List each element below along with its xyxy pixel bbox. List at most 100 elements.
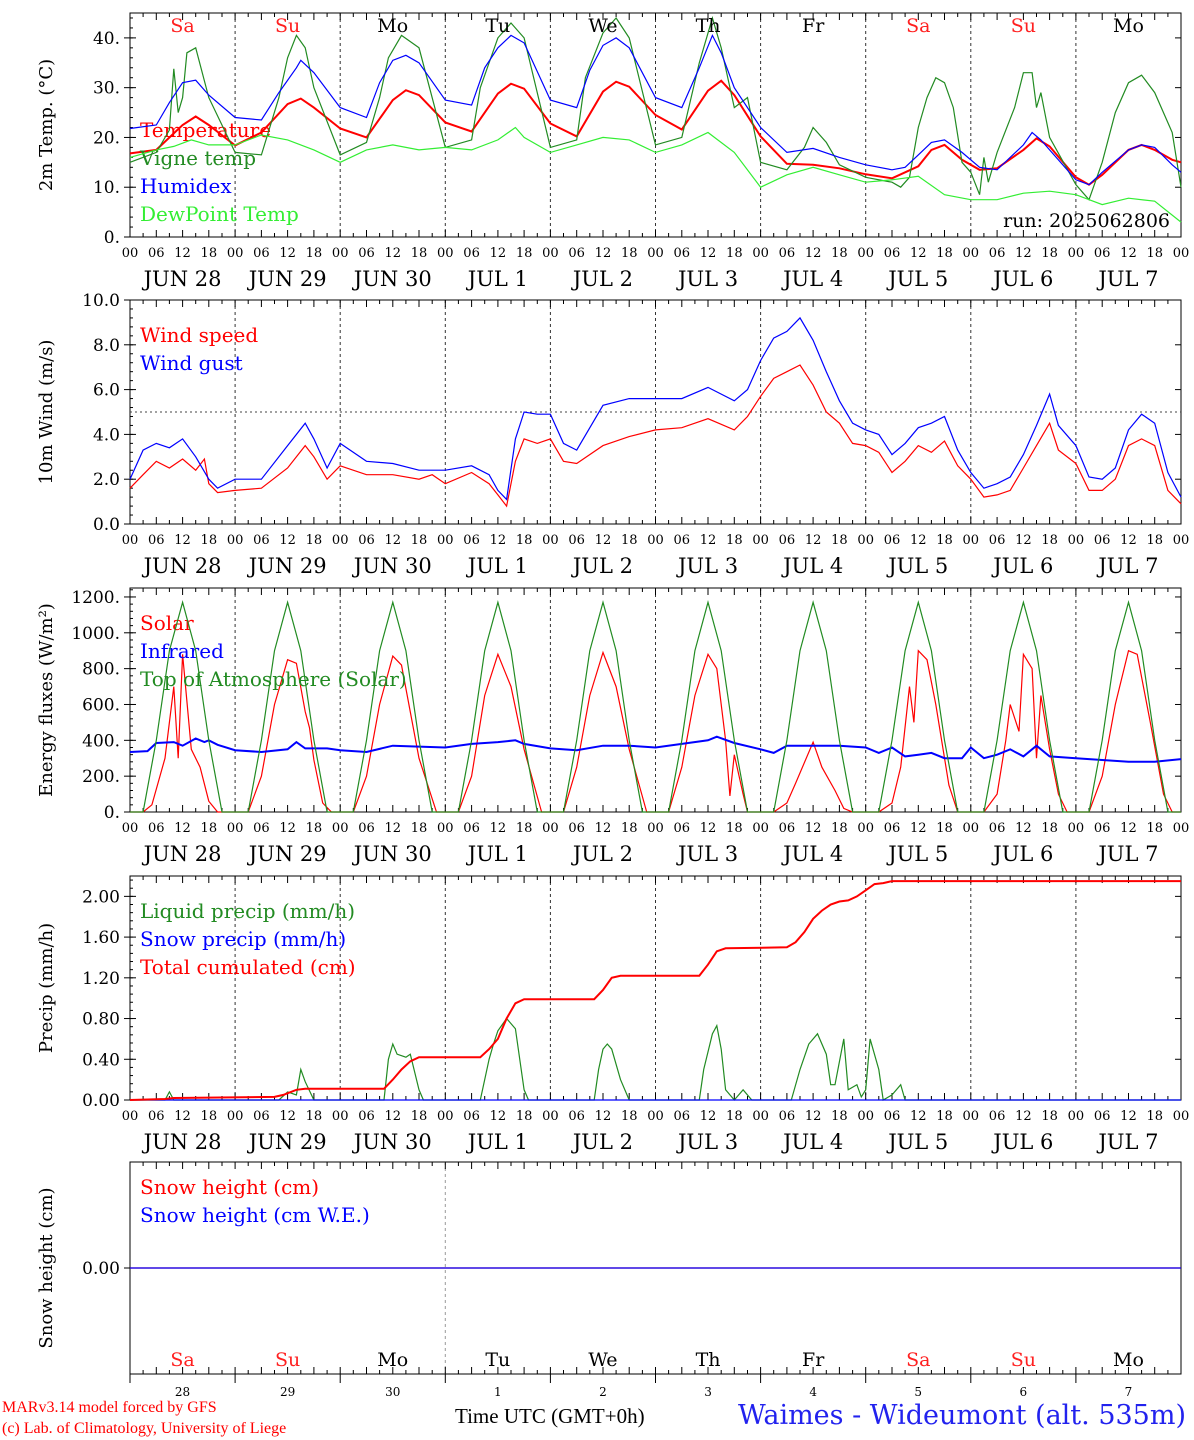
hour-tick-label: 06 bbox=[568, 821, 585, 836]
chart-panel-2: 0.0 2.0 4.0 6.0 8.0 10.0 10m Wind (m/s) Wind sp… bbox=[36, 291, 1189, 578]
y-tick-label: 800. bbox=[82, 660, 120, 680]
hour-tick-label: 00 bbox=[122, 821, 139, 836]
day-name-label: Su bbox=[275, 15, 300, 37]
hour-tick-label: 06 bbox=[358, 821, 375, 836]
hour-tick-label: 06 bbox=[1094, 246, 1111, 261]
hour-tick-label: 00 bbox=[1068, 246, 1085, 261]
hour-tick-label: 00 bbox=[963, 1109, 980, 1124]
legend-entry: Wind gust bbox=[140, 351, 243, 375]
model-credit: MARv3.14 model forced by GFS bbox=[2, 1399, 217, 1416]
hour-tick-label: 18 bbox=[831, 246, 848, 261]
y-tick-label: 200. bbox=[82, 767, 120, 787]
day-number-label: 7 bbox=[1125, 1385, 1133, 1399]
x-axis-title: Time UTC (GMT+0h) bbox=[455, 1404, 645, 1428]
hour-tick-label: 18 bbox=[621, 1109, 638, 1124]
hour-tick-label: 00 bbox=[542, 533, 559, 548]
day-name-label: Th bbox=[696, 15, 721, 37]
time-ticks bbox=[129, 588, 1182, 812]
hour-tick-label: 18 bbox=[621, 246, 638, 261]
series-line-wind-speed bbox=[129, 364, 1182, 508]
day-name-label: Mo bbox=[377, 15, 408, 37]
hour-tick-label: 18 bbox=[516, 821, 533, 836]
date-label: JUN 30 bbox=[352, 842, 432, 866]
chart-panel-3: 0. 200. 400. 600. 800. 1000. 1200. Energy fluxe… bbox=[36, 587, 1190, 866]
hour-tick-label: 18 bbox=[516, 246, 533, 261]
y-tick-label: 20. bbox=[93, 128, 120, 148]
hour-tick-label: 00 bbox=[227, 1109, 244, 1124]
y-tick-label: 4.0 bbox=[93, 425, 120, 445]
day-number-label: 3 bbox=[704, 1385, 712, 1399]
legend-entry: Snow height (cm W.E.) bbox=[140, 1203, 370, 1227]
hour-tick-label: 00 bbox=[437, 533, 454, 548]
y-tick-label: 600. bbox=[82, 695, 120, 715]
hour-tick-label: 06 bbox=[358, 1109, 375, 1124]
y-tick-label: 0.40 bbox=[82, 1050, 120, 1070]
hour-tick-label: 12 bbox=[384, 246, 401, 261]
hour-tick-label: 06 bbox=[358, 533, 375, 548]
date-label: JUL 3 bbox=[676, 554, 738, 578]
hour-tick-label: 18 bbox=[201, 533, 218, 548]
date-label: JUL 5 bbox=[886, 554, 948, 578]
hour-tick-label: 18 bbox=[201, 821, 218, 836]
date-label: JUN 29 bbox=[247, 1130, 327, 1154]
hour-tick-label: 12 bbox=[700, 246, 717, 261]
date-label: JUL 1 bbox=[466, 1130, 528, 1154]
hour-tick-label: 00 bbox=[122, 533, 139, 548]
hour-tick-label: 00 bbox=[647, 246, 664, 261]
hour-tick-label: 00 bbox=[857, 246, 874, 261]
hour-tick-label: 12 bbox=[805, 533, 822, 548]
day-number-label: 30 bbox=[385, 1385, 400, 1399]
day-name-label: Th bbox=[696, 1349, 721, 1371]
hour-tick-label: 06 bbox=[463, 1109, 480, 1124]
hour-tick-label: 12 bbox=[700, 533, 717, 548]
hour-tick-label: 18 bbox=[726, 1109, 743, 1124]
legend-entry: Solar bbox=[140, 611, 194, 635]
day-number-label: 5 bbox=[914, 1385, 922, 1399]
hour-tick-label: 12 bbox=[1120, 1109, 1137, 1124]
hour-tick-label: 00 bbox=[1173, 821, 1190, 836]
hour-tick-label: 12 bbox=[174, 821, 191, 836]
hour-tick-label: 18 bbox=[201, 246, 218, 261]
date-label: JUN 30 bbox=[352, 554, 432, 578]
hour-tick-label: 18 bbox=[936, 821, 953, 836]
date-label: JUL 4 bbox=[781, 842, 843, 866]
hour-tick-label: 18 bbox=[306, 533, 323, 548]
series-line-temperature bbox=[129, 79, 1182, 186]
y-tick-label: 1.60 bbox=[82, 928, 120, 948]
time-ticks bbox=[129, 1162, 1182, 1374]
y-tick-label: 0.00 bbox=[82, 1259, 120, 1279]
hour-tick-label: 06 bbox=[674, 821, 691, 836]
hour-tick-label: 06 bbox=[148, 246, 165, 261]
y-axis-label: 10m Wind (m/s) bbox=[36, 340, 57, 485]
date-label: JUN 28 bbox=[142, 554, 222, 578]
hour-tick-label: 12 bbox=[595, 533, 612, 548]
hour-tick-label: 18 bbox=[936, 1109, 953, 1124]
hour-tick-label: 00 bbox=[752, 821, 769, 836]
hour-tick-label: 00 bbox=[542, 821, 559, 836]
day-name-label: Mo bbox=[1113, 1349, 1144, 1371]
station-name: Waimes - Wideumont (alt. 535m) bbox=[737, 1400, 1186, 1431]
hour-tick-label: 06 bbox=[674, 533, 691, 548]
date-label: JUL 7 bbox=[1096, 554, 1158, 578]
hour-tick-label: 18 bbox=[726, 246, 743, 261]
hour-tick-label: 06 bbox=[779, 821, 796, 836]
y-tick-label: 0. bbox=[104, 803, 120, 823]
hour-tick-label: 18 bbox=[831, 821, 848, 836]
date-label: JUL 3 bbox=[676, 842, 738, 866]
hour-tick-label: 12 bbox=[279, 1109, 296, 1124]
day-name-label: Mo bbox=[377, 1349, 408, 1371]
hour-tick-label: 12 bbox=[384, 821, 401, 836]
hour-tick-label: 18 bbox=[306, 1109, 323, 1124]
hour-tick-label: 00 bbox=[542, 1109, 559, 1124]
hour-tick-label: 12 bbox=[910, 1109, 927, 1124]
hour-tick-label: 18 bbox=[1041, 1109, 1058, 1124]
hour-tick-label: 00 bbox=[963, 821, 980, 836]
hour-tick-label: 12 bbox=[279, 533, 296, 548]
hour-tick-label: 12 bbox=[1015, 821, 1032, 836]
hour-tick-label: 12 bbox=[384, 533, 401, 548]
date-label: JUN 29 bbox=[247, 842, 327, 866]
hour-tick-label: 18 bbox=[201, 1109, 218, 1124]
day-name-label: Sa bbox=[170, 15, 194, 37]
hour-tick-label: 18 bbox=[621, 821, 638, 836]
hour-tick-label: 18 bbox=[1146, 1109, 1163, 1124]
